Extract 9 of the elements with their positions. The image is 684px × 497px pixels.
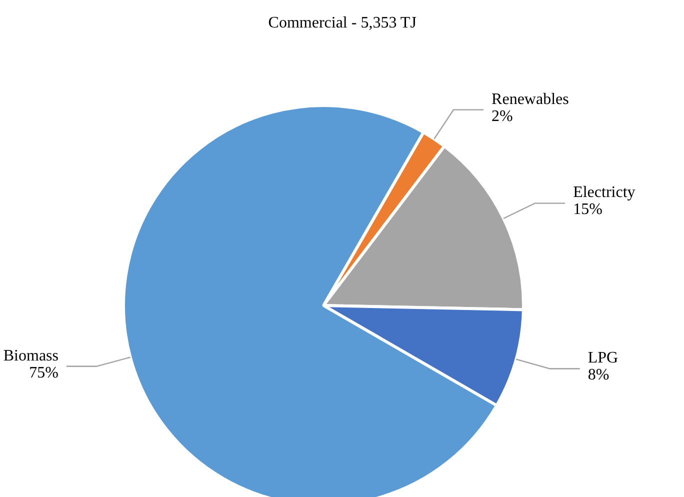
chart-title: Commercial - 5,353 TJ xyxy=(268,14,416,32)
data-label: 15% xyxy=(573,201,602,218)
slice-label: Renewables xyxy=(492,90,569,108)
data-label: 2% xyxy=(492,108,513,125)
slice-label: Electricty xyxy=(573,184,636,202)
slice-label: Biomass xyxy=(3,347,59,364)
data-label: 75% xyxy=(29,364,59,382)
data-label: 8% xyxy=(588,366,610,384)
slice-label: LPG xyxy=(588,350,619,367)
